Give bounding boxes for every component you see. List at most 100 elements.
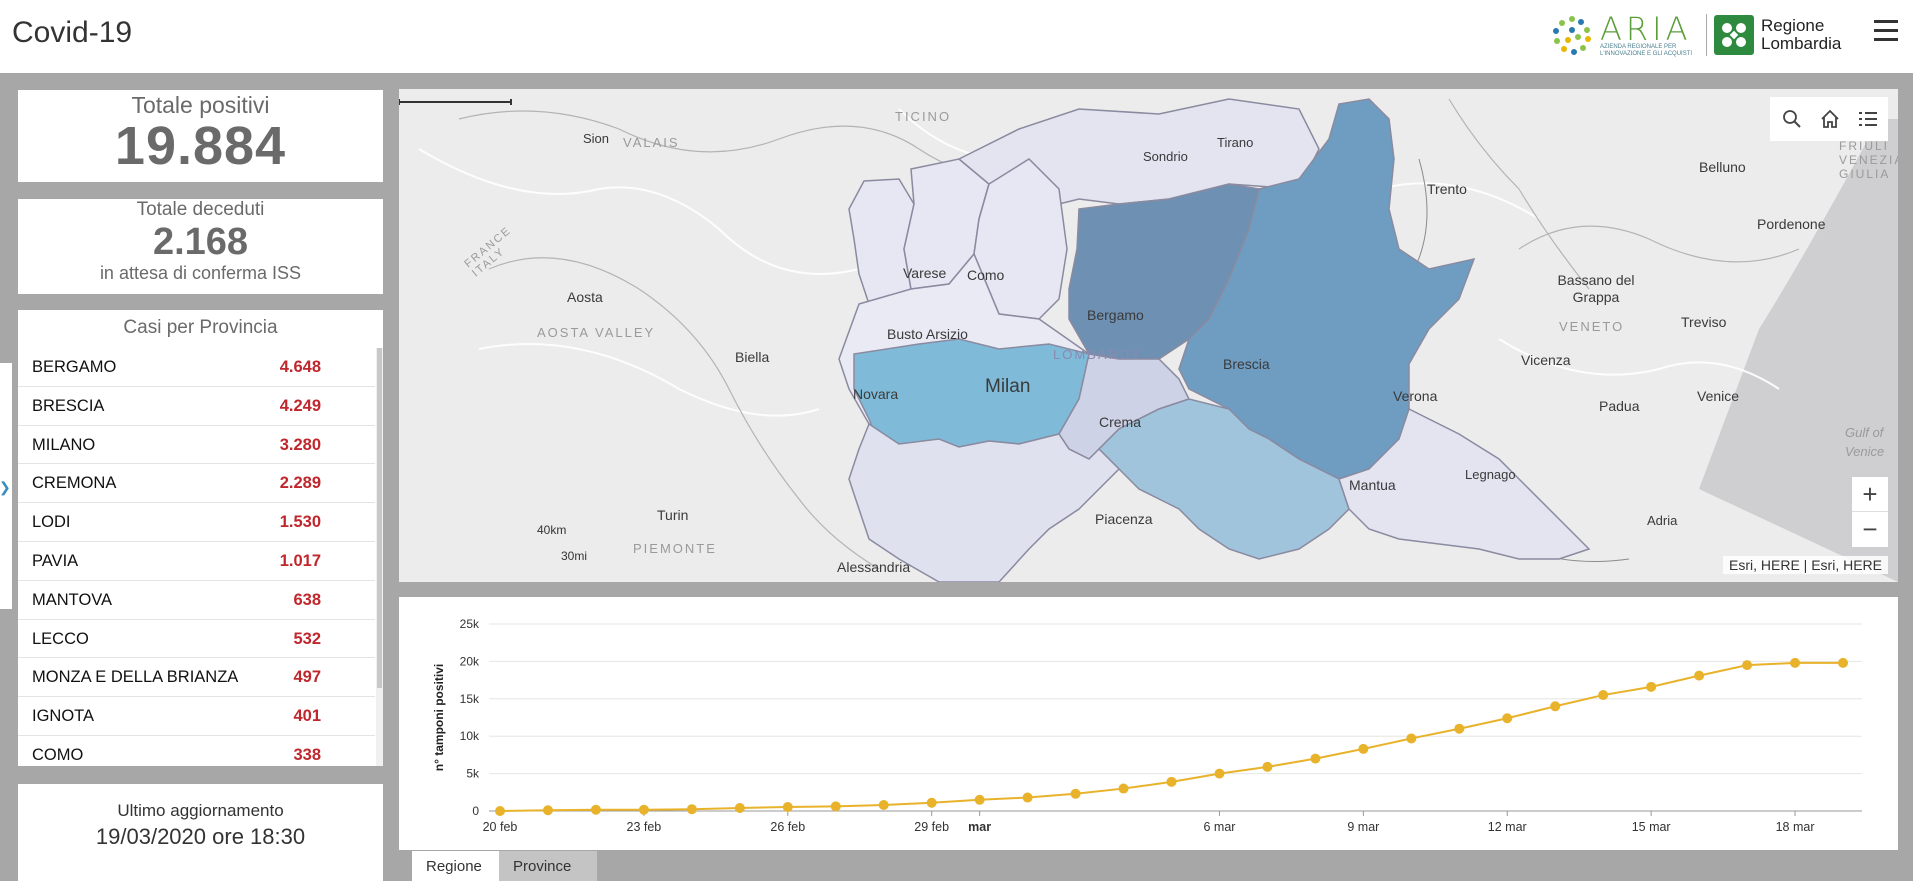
- ultimo-aggiornamento-card: Ultimo aggiornamento 19/03/2020 ore 18:3…: [18, 784, 383, 881]
- data-point: [1790, 657, 1801, 668]
- provincia-count: 3.280: [279, 435, 321, 454]
- data-point: [1310, 753, 1321, 764]
- provincia-row-pavia[interactable]: PAVIA 1.017: [18, 542, 375, 581]
- data-point: [1550, 701, 1561, 712]
- data-point: [1598, 690, 1609, 701]
- province-mantova: [1338, 407, 1591, 560]
- map-label-ticino: TICINO: [895, 109, 952, 124]
- provincia-row-mantova[interactable]: MANTOVA 638: [18, 581, 375, 620]
- map-label-varese: Varese: [903, 265, 947, 281]
- data-point: [1022, 792, 1033, 803]
- casi-per-provincia-title: Casi per Provincia: [123, 317, 278, 338]
- provincia-name: LODI: [32, 513, 71, 532]
- provincia-count: 532: [293, 629, 321, 648]
- scale-mi: 30mi: [561, 549, 588, 563]
- provincia-row-brescia[interactable]: BRESCIA 4.249: [18, 387, 375, 426]
- provincia-row-como[interactable]: COMO 338: [18, 736, 375, 766]
- zoom-out-button[interactable]: −: [1852, 511, 1888, 545]
- chart-card: 0 5k 10k 15k 20k 25k 20 feb 23 feb 26 feb 29 feb m…: [399, 597, 1898, 850]
- map-label-pordenone: Pordenone: [1757, 216, 1826, 232]
- provincia-count: 338: [293, 745, 321, 764]
- provincia-row-lecco[interactable]: LECCO 532: [18, 620, 375, 659]
- y-tick-label: 25k: [460, 617, 480, 631]
- provincia-row-bergamo[interactable]: BERGAMO 4.648: [18, 348, 375, 387]
- lombardia-text: Lombardia: [1761, 34, 1842, 53]
- map-label-como: Como: [967, 267, 1005, 283]
- scale-km: 40km: [537, 523, 567, 537]
- zoom-in-button[interactable]: +: [1862, 479, 1878, 509]
- map-label-bergamo: Bergamo: [1087, 307, 1144, 323]
- data-point: [1502, 713, 1513, 724]
- map-toolbar: [1770, 97, 1888, 141]
- data-point: [926, 797, 937, 808]
- data-point: [830, 801, 841, 812]
- provincia-name: MONZA E DELLA BRIANZA: [32, 668, 239, 687]
- y-tick-label: 10k: [460, 729, 480, 743]
- map-label-sondrio: Sondrio: [1143, 149, 1188, 164]
- y-tick-label: 5k: [466, 767, 480, 781]
- aria-wordmark: ARIA: [1600, 10, 1692, 48]
- data-point: [1214, 768, 1225, 779]
- map-label-aosta: Aosta: [567, 289, 603, 305]
- tab-province[interactable]: Province: [499, 851, 597, 881]
- provincia-name: MILANO: [32, 435, 96, 454]
- data-point: [1166, 776, 1177, 787]
- home-icon[interactable]: [1816, 105, 1844, 133]
- tab-regione[interactable]: Regione: [412, 851, 499, 881]
- map-label-veneto: VENETO: [1559, 319, 1625, 334]
- map-label-piemonte: PIEMONTE: [633, 541, 717, 556]
- chevron-right-icon[interactable]: ❯: [0, 479, 11, 495]
- left-collapse-tab[interactable]: [0, 363, 12, 609]
- map-label-venice: Venice: [1697, 388, 1740, 404]
- x-tick-label: 29 feb: [914, 820, 949, 834]
- map-label-legnago: Legnago: [1465, 467, 1516, 482]
- x-tick-label: mar: [968, 820, 991, 834]
- provincia-row-cremona[interactable]: CREMONA 2.289: [18, 464, 375, 504]
- provincia-row-monza[interactable]: MONZA E DELLA BRIANZA 497: [18, 658, 375, 698]
- provincia-name: CREMONA: [32, 474, 117, 493]
- data-point: [782, 802, 793, 813]
- regione-text: Regione: [1761, 16, 1825, 35]
- map-label-brescia: Brescia: [1223, 356, 1270, 372]
- province-lecco: [973, 158, 1068, 320]
- data-point: [686, 804, 697, 815]
- data-point: [1358, 743, 1369, 754]
- provincia-scrollbar-thumb[interactable]: [377, 348, 382, 688]
- search-icon[interactable]: [1778, 105, 1806, 133]
- x-tick-label: 9 mar: [1347, 820, 1379, 834]
- map-label-padua: Padua: [1599, 398, 1640, 414]
- map-label-tirano: Tirano: [1217, 135, 1254, 150]
- list-icon[interactable]: [1854, 105, 1882, 133]
- map-label-belluno: Belluno: [1699, 159, 1746, 175]
- hamburger-menu-icon[interactable]: [1874, 20, 1900, 46]
- provincia-name: IGNOTA: [32, 707, 95, 726]
- map-label-bassano: Bassano del Grappa: [1557, 272, 1635, 305]
- provincia-row-lodi[interactable]: LODI 1.530: [18, 503, 375, 542]
- data-point: [1646, 681, 1657, 692]
- app-title: Covid-19: [12, 16, 133, 49]
- totale-deceduti-value: 2.168: [152, 221, 249, 263]
- map-label-crema: Crema: [1099, 414, 1142, 430]
- data-point: [974, 794, 985, 805]
- data-point: [1742, 660, 1753, 671]
- data-point: [1838, 657, 1848, 668]
- regione-lombardia-text: Regione Lombardia: [1761, 17, 1841, 53]
- map-scalebar: [399, 99, 512, 105]
- map-label-turin: Turin: [657, 507, 689, 523]
- data-point: [495, 806, 505, 816]
- map-view[interactable]: Sion VALAIS TICINO Sondrio Tirano Trento…: [399, 89, 1898, 582]
- lombardia-choropleth: [838, 98, 1591, 582]
- map-label-friuli: FRIULI VENEZIA GIULIA: [1839, 139, 1898, 181]
- map-label-biella: Biella: [735, 349, 770, 365]
- y-axis-label: n° tamponi positivi: [432, 664, 446, 771]
- data-point: [734, 803, 745, 814]
- map-label-piacenza: Piacenza: [1095, 511, 1153, 527]
- x-tick-label: 20 feb: [483, 820, 518, 834]
- ultimo-aggiornamento-value: 19/03/2020 ore 18:30: [95, 824, 306, 849]
- provincia-row-ignota[interactable]: IGNOTA 401: [18, 697, 375, 736]
- map-label-milan: Milan: [985, 376, 1031, 397]
- provincia-count: 4.249: [279, 396, 321, 415]
- provincia-name: PAVIA: [32, 551, 79, 570]
- provincia-row-milano[interactable]: MILANO 3.280: [18, 426, 375, 465]
- totale-deceduti-card: Totale deceduti 2.168 in attesa di confe…: [18, 199, 383, 294]
